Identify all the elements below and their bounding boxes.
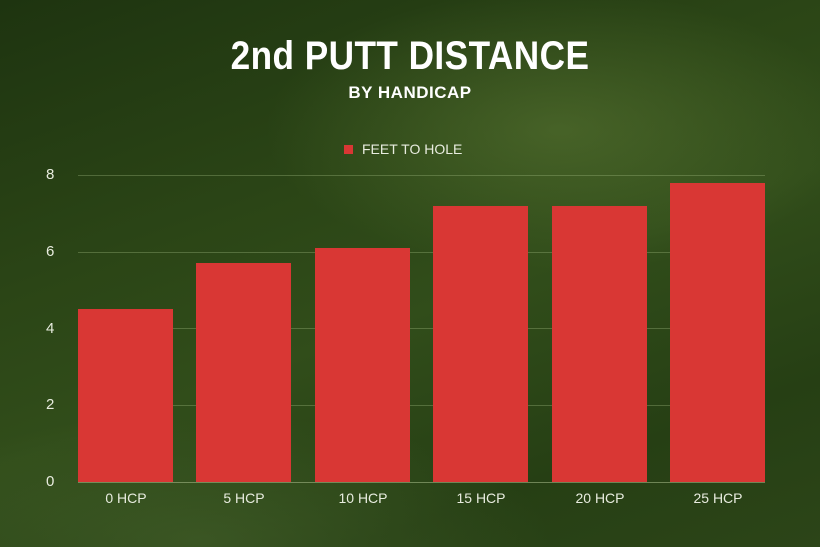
legend-label: FEET TO HOLE: [362, 141, 463, 157]
bar-15hcp: [433, 205, 529, 482]
x-tick-25hcp: 25 HCP: [693, 490, 743, 506]
legend: FEET TO HOLE: [344, 141, 462, 157]
y-tick-6: 6: [46, 243, 55, 260]
gridline-6: [78, 252, 765, 253]
gridline-4: [78, 328, 765, 329]
bar-10hcp: [314, 247, 410, 482]
bar-5hcp: [196, 263, 292, 482]
x-axis-line: [78, 482, 765, 483]
bar-20hcp: [551, 205, 647, 482]
x-tick-10hcp: 10 HCP: [338, 490, 388, 506]
chart-subtitle: BY HANDICAP: [348, 83, 472, 102]
plot-area: [78, 175, 765, 483]
chart-title: 2nd PUTT DISTANCE: [230, 34, 590, 78]
bar-0hcp: [78, 309, 173, 482]
y-tick-0: 0: [46, 473, 55, 490]
x-tick-5hcp: 5 HCP: [223, 490, 265, 506]
y-tick-2: 2: [46, 396, 55, 413]
y-tick-8: 8: [46, 166, 55, 183]
gridline-2: [78, 405, 765, 406]
gridline-8: [78, 175, 765, 176]
x-tick-20hcp: 20 HCP: [575, 490, 625, 506]
y-tick-4: 4: [46, 320, 55, 337]
x-tick-0hcp: 0 HCP: [105, 490, 147, 506]
legend-swatch-icon: [344, 144, 353, 154]
bar-25hcp: [670, 182, 765, 482]
x-tick-15hcp: 15 HCP: [456, 490, 506, 506]
